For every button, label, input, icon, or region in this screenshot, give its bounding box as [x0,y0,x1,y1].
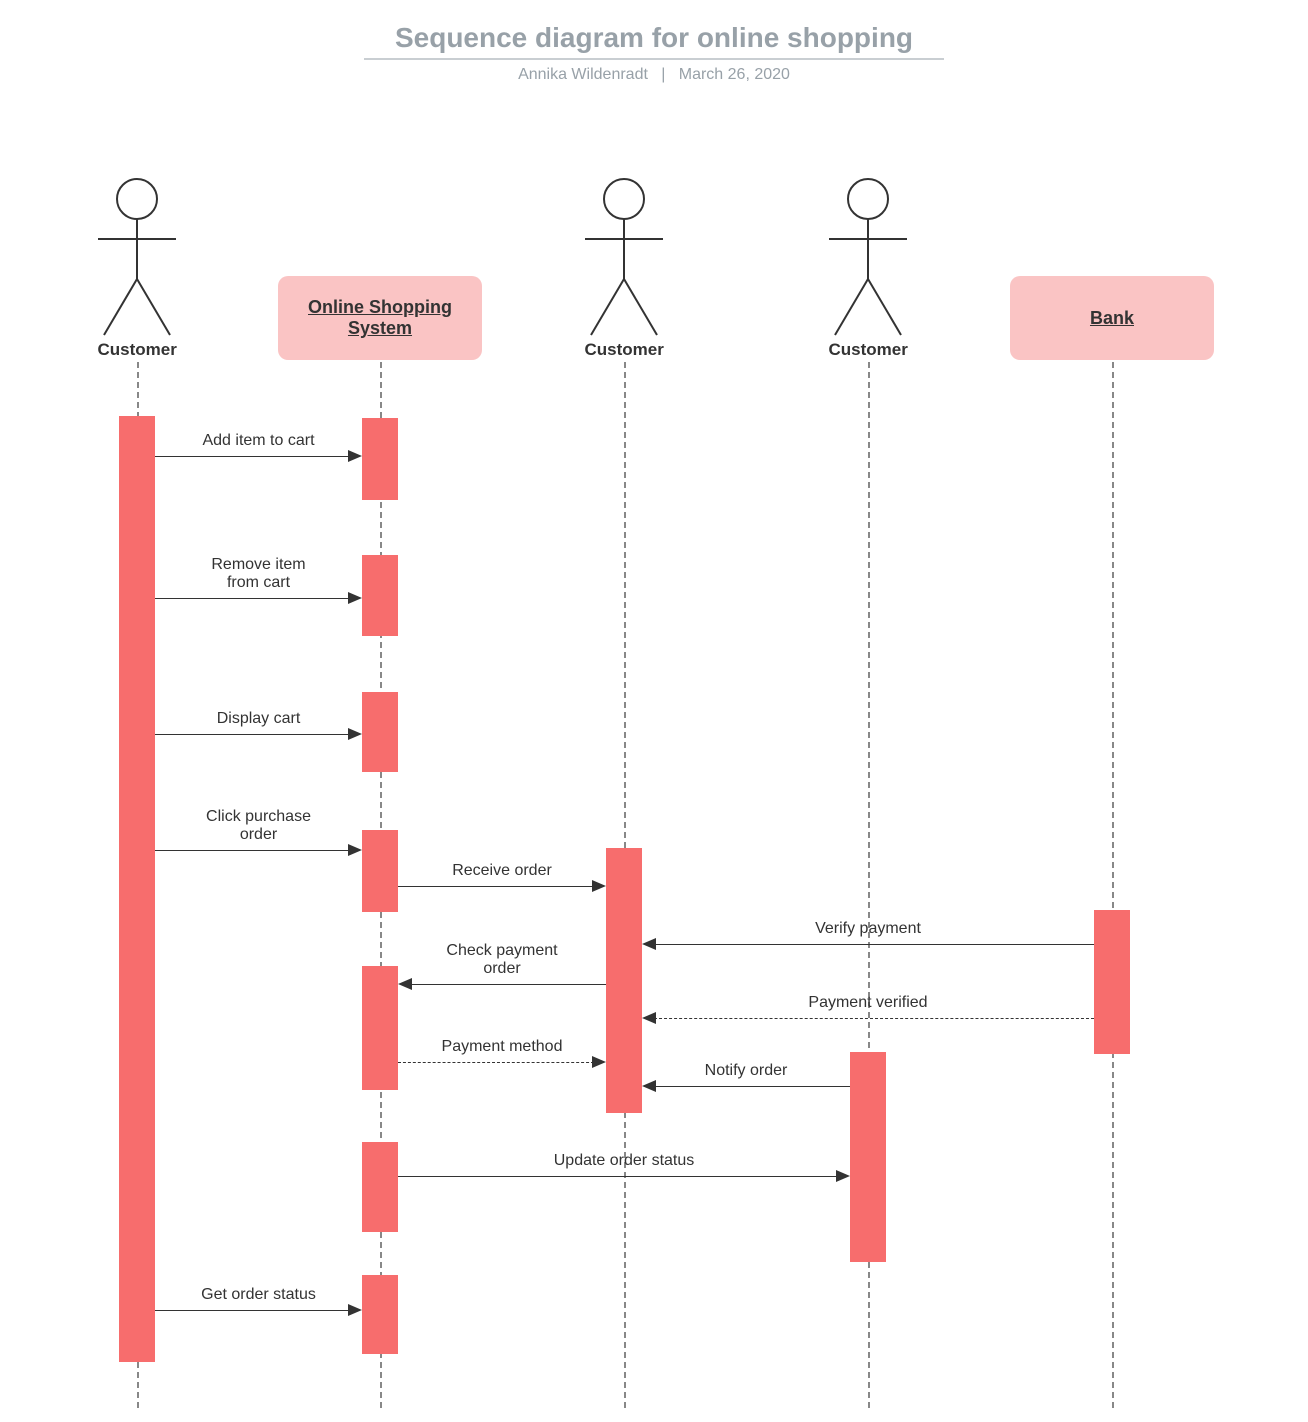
actor-label-customer1: Customer [98,340,177,360]
message-line-5 [654,944,1094,945]
message-label-2: Display cart [159,710,359,728]
object-system: Online Shopping System [278,276,482,360]
object-label-system: Online Shopping System [278,297,482,339]
separator: | [652,66,674,83]
actor-label-customer3: Customer [829,340,908,360]
message-line-2 [155,734,350,735]
title-rule [364,58,944,60]
activation-system-1 [362,418,398,500]
actor-customer1 [77,177,197,337]
actor-label-customer2: Customer [585,340,664,360]
message-line-10 [398,1176,838,1177]
message-label-1: Remove itemfrom cart [159,556,359,593]
message-arrowhead-4 [592,880,606,892]
activation-system-3 [362,692,398,772]
author-text: Annika Wildenradt [518,66,648,83]
message-arrowhead-0 [348,450,362,462]
message-line-0 [155,456,350,457]
message-label-0: Add item to cart [159,432,359,450]
message-arrowhead-9 [642,1080,656,1092]
message-label-4: Receive order [402,862,602,880]
object-bank: Bank [1010,276,1214,360]
lifeline-bank [1112,362,1114,1408]
object-label-bank: Bank [1080,308,1144,329]
actor-customer3 [808,177,928,337]
message-label-6: Check paymentorder [402,942,602,979]
activation-customer1-0 [119,416,155,1362]
message-line-8 [398,1062,594,1063]
message-arrowhead-1 [348,592,362,604]
message-line-11 [155,1310,350,1311]
actor-customer2 [564,177,684,337]
message-arrowhead-6 [398,978,412,990]
message-arrowhead-8 [592,1056,606,1068]
message-line-1 [155,598,350,599]
activation-system-2 [362,555,398,636]
message-arrowhead-5 [642,938,656,950]
message-line-7 [654,1018,1094,1019]
message-arrowhead-3 [348,844,362,856]
message-label-10: Update order status [524,1152,724,1170]
message-label-5: Verify payment [768,920,968,938]
message-line-9 [654,1086,850,1087]
diagram-subtitle: Annika Wildenradt | March 26, 2020 [0,66,1308,84]
activation-customer3-9 [850,1052,886,1262]
message-label-8: Payment method [402,1038,602,1056]
message-label-9: Notify order [646,1062,846,1080]
activation-bank-10 [1094,910,1130,1054]
diagram-title: Sequence diagram for online shopping [0,22,1308,54]
message-line-3 [155,850,350,851]
message-label-3: Click purchaseorder [159,808,359,845]
message-arrowhead-7 [642,1012,656,1024]
message-label-11: Get order status [159,1286,359,1304]
message-line-6 [410,984,606,985]
activation-system-4 [362,830,398,912]
activation-system-5 [362,966,398,1090]
message-line-4 [398,886,594,887]
message-arrowhead-10 [836,1170,850,1182]
activation-customer2-8 [606,848,642,1113]
activation-system-6 [362,1142,398,1232]
sequence-diagram: Sequence diagram for online shopping Ann… [0,0,1308,1422]
date-text: March 26, 2020 [679,66,790,83]
message-arrowhead-11 [348,1304,362,1316]
activation-system-7 [362,1275,398,1354]
message-arrowhead-2 [348,728,362,740]
message-label-7: Payment verified [768,994,968,1012]
